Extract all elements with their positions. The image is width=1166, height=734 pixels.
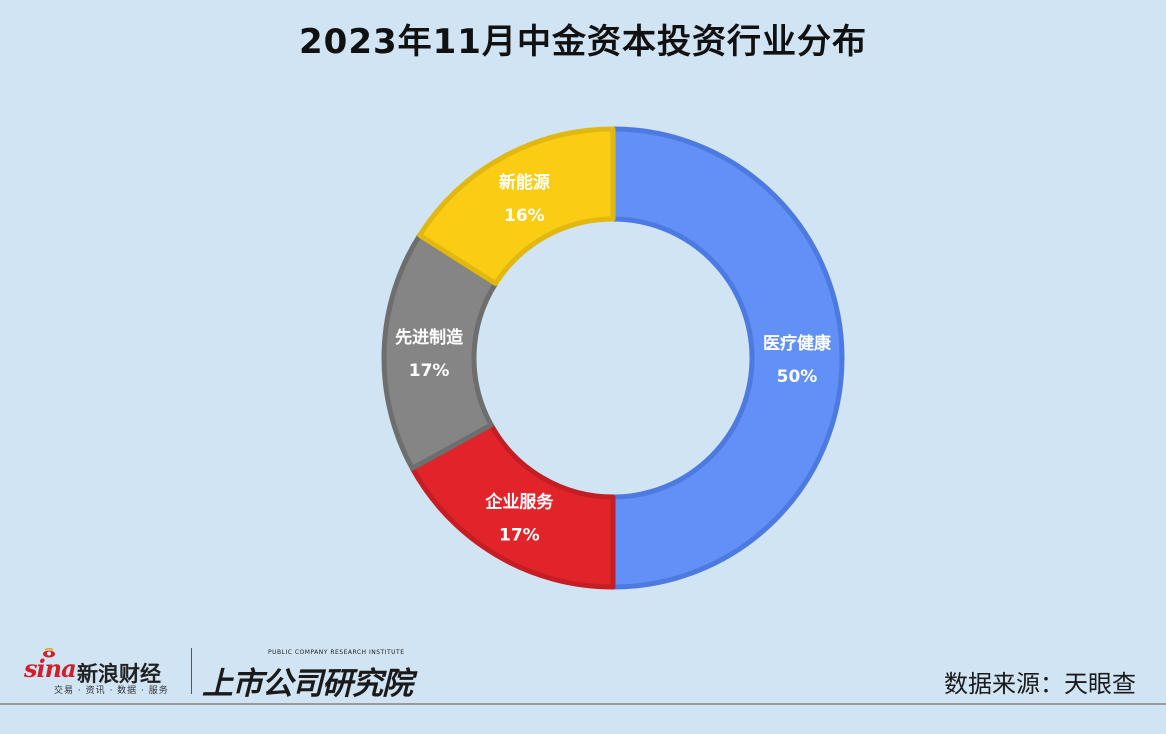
slice-label-1: 企业服务	[484, 491, 554, 512]
data-source: 数据来源：天眼查	[944, 670, 1136, 698]
footer-rule	[0, 703, 1166, 705]
research-institute-chinese-name: 上市公司研究院	[202, 666, 413, 702]
sina-eye-icon	[43, 648, 55, 658]
slice-group	[381, 126, 845, 590]
slice-3	[417, 126, 616, 287]
slice-value-label-0: 50%	[777, 367, 818, 387]
sina-tagline: 交易 · 资讯 · 数据 · 服务	[54, 686, 169, 696]
slice-value-label-3: 16%	[504, 206, 545, 226]
sina-finance-logo: sina 新浪财经 交易 · 资讯 · 数据 · 服务	[22, 646, 187, 698]
chart-title: 2023年11月中金资本投资行业分布	[299, 22, 867, 62]
slice-0	[610, 126, 845, 590]
label-group: 医疗健康 50% 企业服务 17% 先进制造 17% 新能源 16%	[395, 172, 832, 546]
slice-label-2: 先进制造	[395, 327, 464, 348]
sina-finance-name: 新浪财经	[77, 662, 161, 686]
slice-label-3: 新能源	[499, 172, 550, 193]
slice-label-0: 医疗健康	[763, 333, 832, 354]
sina-wordmark: sina	[24, 654, 77, 683]
slice-value-label-1: 17%	[499, 525, 540, 545]
slice-value-label-2: 17%	[409, 361, 450, 381]
research-institute-logo: PUBLIC COMPANY RESEARCH INSTITUTE 上市公司研究…	[200, 648, 440, 702]
research-institute-english-name: PUBLIC COMPANY RESEARCH INSTITUTE	[268, 649, 405, 656]
logo-divider	[191, 648, 192, 694]
